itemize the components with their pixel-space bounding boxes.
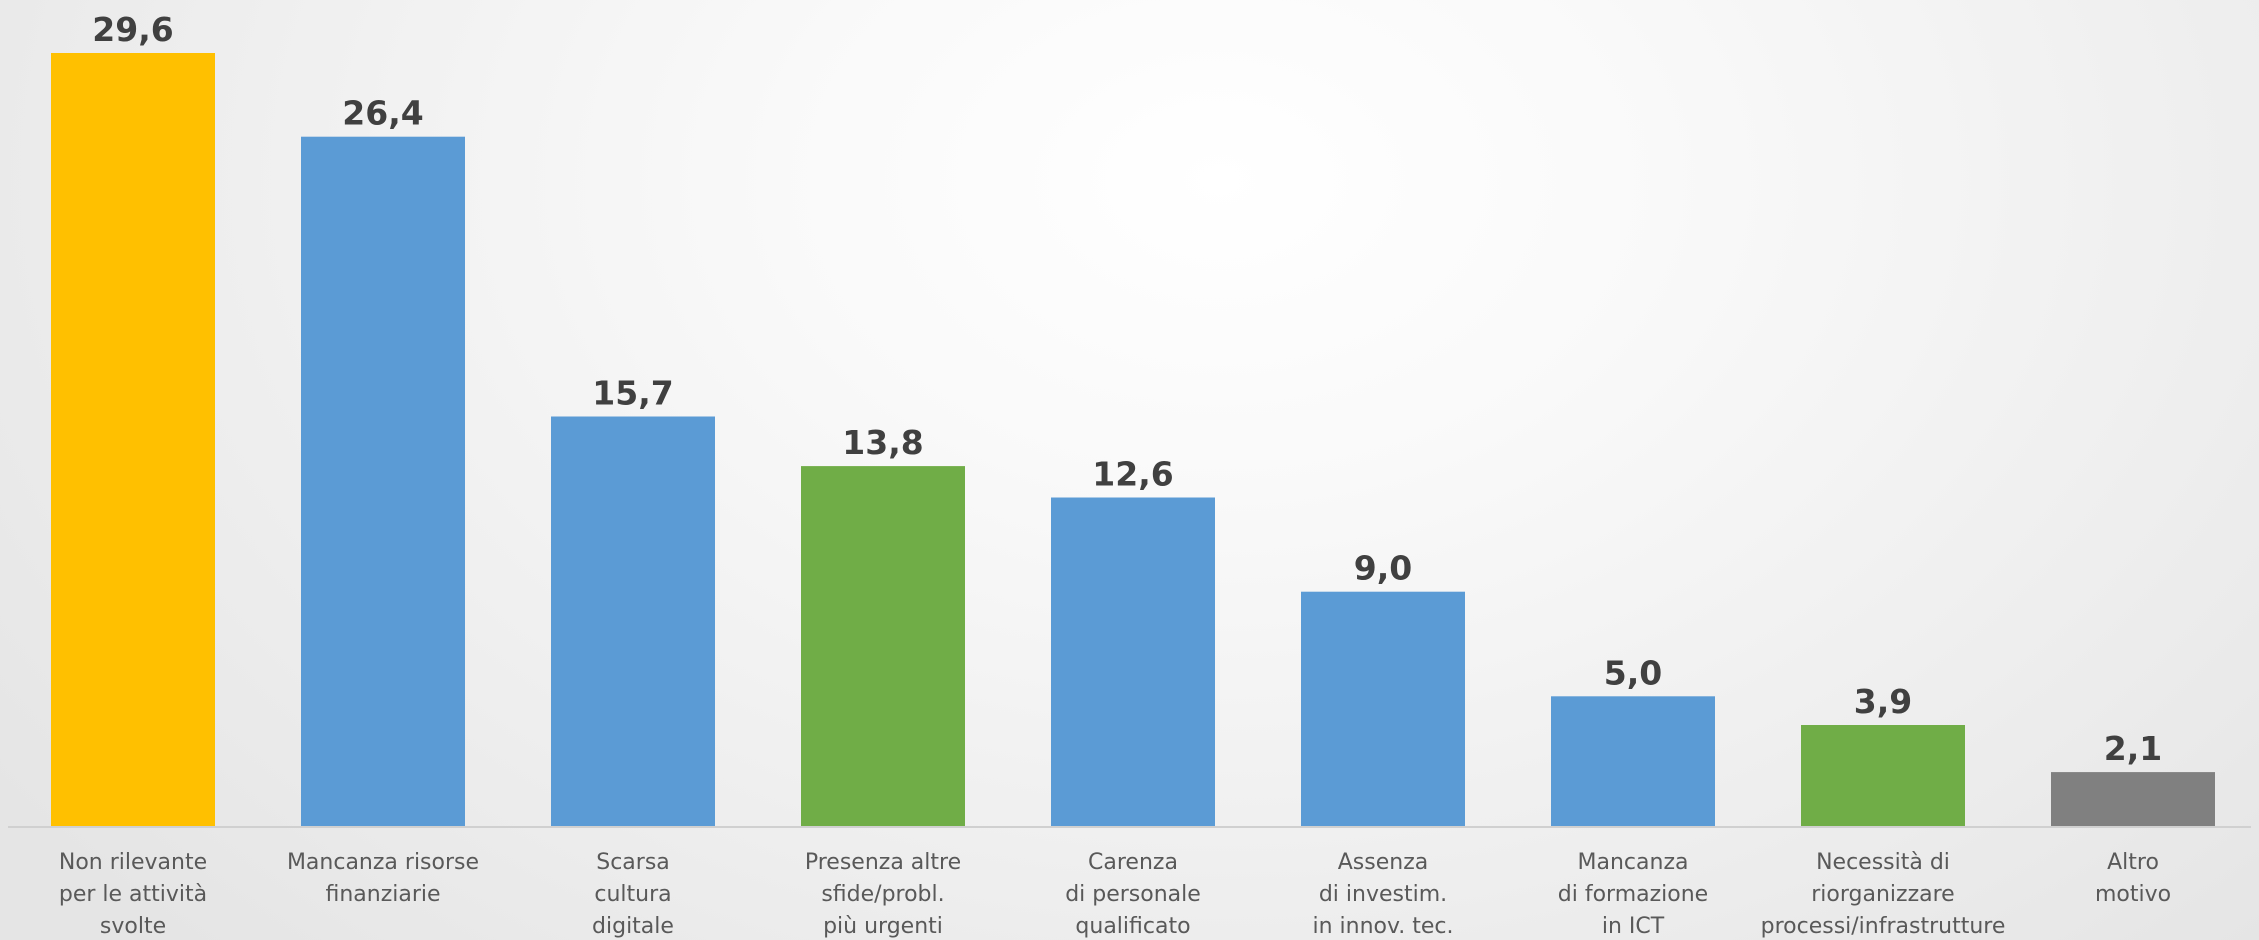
category-label-7: Necessità di riorganizzare processi/infras… (1761, 850, 2006, 939)
bar-7 (1801, 725, 1965, 827)
category-label-2-line-0: Scarsa (596, 850, 670, 875)
category-label-4: Carenza di personale qualificato (1065, 850, 1201, 939)
category-label-0: Non rilevante per le attività svolte (59, 850, 207, 939)
category-label-3: Presenza altre sfide/probl. più urgenti (805, 850, 961, 939)
value-label-7: 3,9 (1854, 682, 1912, 721)
value-label-4: 12,6 (1092, 455, 1173, 494)
value-label-8: 2,1 (2104, 729, 2162, 768)
bars-layer (51, 53, 2215, 827)
value-labels-layer: 29,6 26,4 15,7 13,8 12,6 9,0 5,0 3,9 2,1 (92, 10, 2162, 768)
category-label-1: Mancanza risorse finanziarie (287, 850, 479, 907)
value-label-0: 29,6 (92, 10, 173, 49)
category-label-0-line-0: Non rilevante (59, 850, 207, 875)
category-label-2-line-1: cultura (594, 882, 671, 907)
category-label-7-line-1: riorganizzare (1811, 882, 1954, 907)
category-label-0-line-2: svolte (100, 914, 166, 939)
category-label-4-line-0: Carenza (1088, 850, 1178, 875)
category-label-5-line-0: Assenza (1338, 850, 1428, 875)
category-label-4-line-1: di personale (1065, 882, 1201, 907)
value-label-2: 15,7 (592, 374, 673, 413)
bar-4 (1051, 497, 1215, 827)
category-label-5: Assenza di investim. in innov. tec. (1312, 850, 1453, 939)
category-label-3-line-2: più urgenti (823, 914, 943, 939)
category-label-3-line-1: sfide/probl. (821, 882, 944, 907)
bar-8 (2051, 772, 2215, 827)
category-label-2: Scarsa cultura digitale (592, 850, 674, 939)
value-label-5: 9,0 (1354, 549, 1412, 588)
category-label-7-line-0: Necessità di (1816, 850, 1950, 875)
category-label-8-line-0: Altro (2107, 850, 2159, 875)
category-label-6-line-0: Mancanza (1578, 850, 1689, 875)
category-label-0-line-1: per le attività (59, 882, 207, 907)
category-label-8-line-1: motivo (2095, 882, 2171, 907)
bar-0 (51, 53, 215, 827)
bar-5 (1301, 591, 1465, 827)
category-label-1-line-0: Mancanza risorse (287, 850, 479, 875)
bar-6 (1551, 696, 1715, 827)
category-labels-layer: Non rilevante per le attività svolte Mancan… (59, 850, 2171, 939)
category-label-6-line-2: in ICT (1602, 914, 1665, 939)
category-label-5-line-2: in innov. tec. (1312, 914, 1453, 939)
category-label-7-line-2: processi/infrastrutture (1761, 914, 2006, 939)
value-label-1: 26,4 (342, 94, 423, 133)
category-label-2-line-2: digitale (592, 914, 674, 939)
category-label-3-line-0: Presenza altre (805, 850, 961, 875)
bar-2 (551, 416, 715, 827)
value-label-6: 5,0 (1604, 653, 1662, 692)
category-label-4-line-2: qualificato (1075, 914, 1190, 939)
value-label-3: 13,8 (842, 423, 923, 462)
bar-3 (801, 466, 965, 827)
category-label-6: Mancanza di formazione in ICT (1558, 850, 1708, 939)
category-label-6-line-1: di formazione (1558, 882, 1708, 907)
bar-1 (301, 136, 465, 827)
category-label-8: Altro motivo (2095, 850, 2171, 907)
category-label-5-line-1: di investim. (1319, 882, 1447, 907)
category-label-1-line-1: finanziarie (325, 882, 440, 907)
